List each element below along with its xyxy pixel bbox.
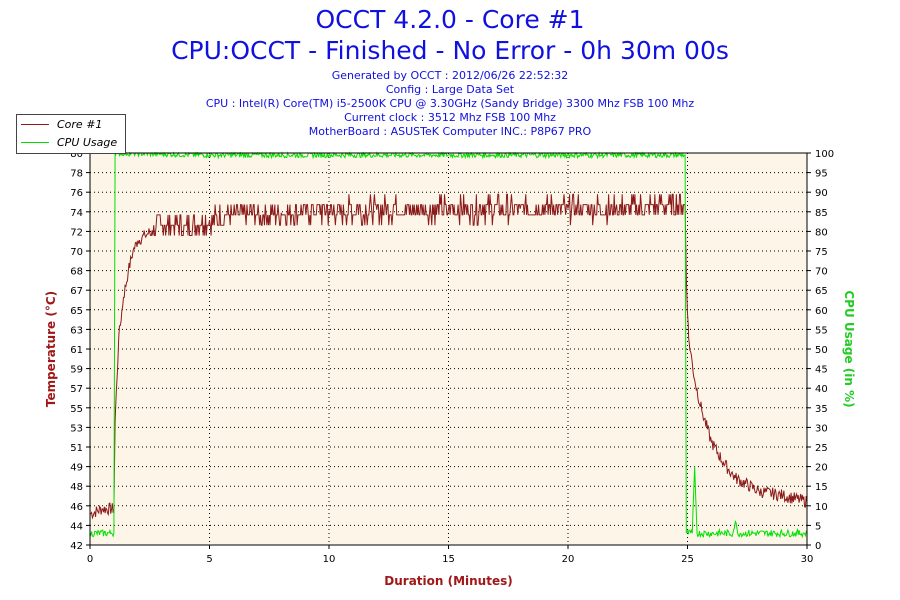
y-tick-label: 51 — [70, 443, 83, 454]
generated-info: Generated by OCCT : 2012/06/26 22:52:32 — [331, 69, 569, 82]
y2-tick-label: 95 — [815, 169, 828, 180]
y-tick-label: 78 — [70, 169, 83, 180]
x-tick-label: 20 — [562, 554, 575, 565]
y-tick-label: 68 — [70, 267, 83, 278]
y-tick-label: 48 — [70, 482, 83, 493]
y2-tick-label: 70 — [815, 267, 828, 278]
y2-tick-label: 85 — [815, 208, 828, 219]
y2-tick-label: 35 — [815, 404, 828, 415]
y-tick-label: 61 — [70, 345, 83, 356]
x-tick-label: 15 — [442, 554, 455, 565]
y2-tick-label: 55 — [815, 325, 828, 336]
y-tick-label: 57 — [70, 384, 83, 395]
legend: Core #1 CPU Usage — [16, 114, 126, 154]
plot-frame — [89, 152, 808, 546]
y-axis-label: Temperature (°C) — [44, 291, 58, 407]
x-tick-label: 0 — [87, 554, 93, 565]
legend-item-usage: CPU Usage — [21, 135, 117, 149]
y2-tick-label: 20 — [815, 463, 828, 474]
clock-info: Current clock : 3512 Mhz FSB 100 Mhz — [344, 111, 556, 124]
x-tick-label: 5 — [206, 554, 212, 565]
legend-label-core: Core #1 — [57, 117, 103, 131]
y-tick-label: 80 — [70, 149, 83, 160]
legend-swatch-usage — [21, 141, 49, 143]
motherboard-info: MotherBoard : ASUSTeK Computer INC.: P8P… — [308, 125, 592, 138]
y2-tick-label: 30 — [815, 423, 828, 434]
x-tick-label: 10 — [323, 554, 336, 565]
y2-tick-label: 40 — [815, 384, 828, 395]
legend-item-core: Core #1 — [21, 117, 102, 131]
x-tick-label: 25 — [681, 554, 694, 565]
y2-tick-label: 60 — [815, 306, 828, 317]
chart-subtitle: CPU:OCCT - Finished - No Error - 0h 30m … — [171, 36, 729, 65]
y-tick-label: 76 — [70, 188, 83, 199]
chart-title: OCCT 4.2.0 - Core #1 — [315, 5, 585, 34]
y2-tick-label: 10 — [815, 502, 828, 513]
series-layer — [89, 151, 808, 539]
y2-tick-label: 50 — [815, 345, 828, 356]
cpu-info: CPU : Intel(R) Core(TM) i5-2500K CPU @ 3… — [205, 97, 695, 110]
y-tick-label: 49 — [70, 463, 83, 474]
y-tick-label: 72 — [70, 227, 83, 238]
grid — [90, 153, 807, 545]
y-tick-label: 42 — [70, 541, 83, 552]
y-tick-label: 63 — [70, 325, 83, 336]
y2-tick-label: 100 — [815, 149, 834, 160]
y-tick-label: 70 — [70, 247, 83, 258]
y2-tick-label: 65 — [815, 286, 828, 297]
series-line-core — [89, 193, 808, 520]
y-tick-label: 65 — [70, 306, 83, 317]
x-tick-label: 30 — [801, 554, 814, 565]
y2-tick-label: 90 — [815, 188, 828, 199]
legend-swatch-core — [21, 123, 49, 125]
y2-tick-label: 25 — [815, 443, 828, 454]
y2-tick-label: 45 — [815, 365, 828, 376]
y2-tick-label: 0 — [815, 541, 821, 552]
series-line-usage — [89, 151, 808, 539]
y2-axis-label: CPU Usage (in %) — [842, 290, 856, 407]
y2-tick-label: 80 — [815, 227, 828, 238]
y-tick-label: 74 — [70, 208, 83, 219]
y-tick-label: 55 — [70, 404, 83, 415]
y-tick-label: 59 — [70, 365, 83, 376]
y2-tick-label: 5 — [815, 521, 821, 532]
y2-tick-label: 15 — [815, 482, 828, 493]
y-tick-label: 44 — [70, 521, 83, 532]
x-axis-label: Duration (Minutes) — [384, 574, 512, 588]
legend-label-usage: CPU Usage — [57, 135, 118, 149]
y-tick-label: 53 — [70, 423, 83, 434]
y2-tick-label: 75 — [815, 247, 828, 258]
y-tick-label: 46 — [70, 502, 83, 513]
y-tick-label: 67 — [70, 286, 83, 297]
config-info: Config : Large Data Set — [385, 83, 515, 96]
